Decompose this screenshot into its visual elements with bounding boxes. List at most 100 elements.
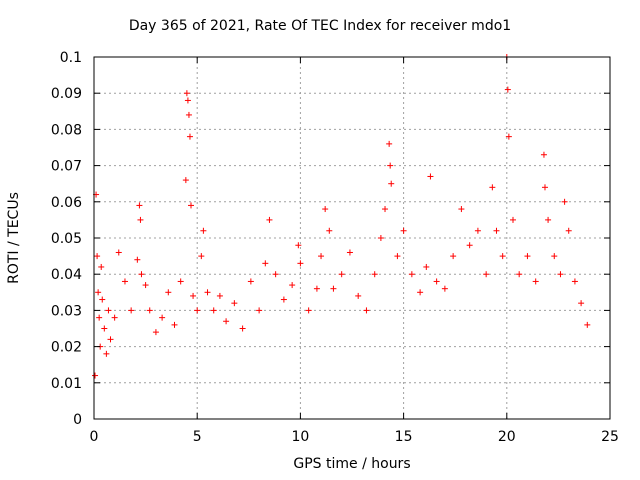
- data-point: [137, 216, 144, 223]
- y-tick-label: 0.1: [60, 50, 82, 66]
- y-tick-label: 0: [73, 412, 82, 428]
- data-point: [355, 292, 362, 299]
- data-point: [134, 256, 141, 263]
- x-tick-label: 25: [601, 429, 619, 445]
- data-point: [305, 307, 312, 314]
- y-tick-label: 0.02: [51, 340, 82, 356]
- data-point: [188, 202, 195, 209]
- data-point: [423, 263, 430, 270]
- data-point: [295, 242, 302, 249]
- x-axis-label: GPS time / hours: [293, 456, 411, 472]
- data-point: [96, 314, 103, 321]
- data-point: [142, 282, 149, 289]
- data-point: [565, 227, 572, 234]
- data-point: [571, 278, 578, 285]
- data-point: [388, 180, 395, 187]
- data-point: [115, 249, 122, 256]
- data-point: [499, 253, 506, 260]
- data-point: [256, 307, 263, 314]
- data-point: [338, 271, 345, 278]
- data-point: [578, 300, 585, 307]
- x-tick-label: 15: [395, 429, 413, 445]
- data-point: [198, 253, 205, 260]
- data-point: [394, 253, 401, 260]
- data-point: [186, 133, 193, 140]
- data-point: [363, 307, 370, 314]
- data-point: [107, 336, 114, 343]
- data-point: [194, 307, 201, 314]
- y-tick-label: 0.08: [51, 122, 82, 138]
- data-point: [557, 271, 564, 278]
- data-points: [92, 54, 591, 379]
- data-point: [159, 314, 166, 321]
- data-point: [272, 271, 279, 278]
- y-tick-label: 0.06: [51, 195, 82, 211]
- data-point: [101, 325, 108, 332]
- x-tick-label: 5: [193, 429, 202, 445]
- data-point: [177, 278, 184, 285]
- data-point: [551, 253, 558, 260]
- axis-ticks: 0 5 10 15 20 25 0 0.01 0.02 0.03 0.04 0.05 0.06 0.07 0…: [51, 50, 619, 445]
- data-point: [441, 285, 448, 292]
- data-point: [458, 206, 465, 213]
- data-point: [474, 227, 481, 234]
- data-point: [247, 278, 254, 285]
- data-point: [185, 111, 192, 118]
- data-point: [427, 173, 434, 180]
- data-point: [387, 162, 394, 169]
- y-tick-label: 0.04: [51, 267, 82, 283]
- data-point: [200, 227, 207, 234]
- data-point: [386, 140, 393, 147]
- data-point: [326, 227, 333, 234]
- x-tick-label: 0: [90, 429, 99, 445]
- y-tick-label: 0.09: [51, 86, 82, 102]
- y-tick-label: 0.01: [51, 376, 82, 392]
- data-point: [183, 90, 190, 97]
- data-point: [95, 289, 102, 296]
- data-point: [182, 177, 189, 184]
- data-point: [483, 271, 490, 278]
- plot-frame: [93, 56, 611, 420]
- y-tick-label: 0.05: [51, 231, 82, 247]
- data-point: [417, 289, 424, 296]
- data-point: [204, 289, 211, 296]
- data-point: [509, 216, 516, 223]
- data-point: [346, 249, 353, 256]
- x-tick-label: 10: [291, 429, 309, 445]
- y-tick-label: 0.07: [51, 159, 82, 175]
- data-point: [297, 260, 304, 267]
- data-point: [128, 307, 135, 314]
- data-point: [450, 253, 457, 260]
- data-point: [505, 133, 512, 140]
- data-point: [105, 307, 112, 314]
- data-point: [103, 350, 110, 357]
- data-point: [433, 278, 440, 285]
- data-point: [504, 86, 511, 93]
- data-point: [171, 321, 178, 328]
- data-point: [561, 198, 568, 205]
- data-point: [382, 206, 389, 213]
- data-point: [377, 235, 384, 241]
- data-point: [584, 321, 591, 328]
- data-point: [408, 271, 415, 278]
- data-point: [322, 206, 329, 213]
- data-point: [98, 263, 105, 270]
- data-point: [524, 253, 531, 260]
- data-point: [121, 278, 128, 285]
- data-point: [371, 271, 378, 278]
- data-point: [489, 184, 496, 191]
- data-point: [540, 151, 547, 158]
- data-point: [313, 285, 320, 292]
- chart-title: Day 365 of 2021, Rate Of TEC Index for r…: [128, 18, 512, 34]
- data-point: [289, 282, 296, 289]
- data-point: [330, 285, 337, 292]
- data-point: [216, 292, 223, 299]
- data-point: [94, 253, 101, 260]
- data-point: [184, 97, 191, 104]
- grid-lines: [94, 57, 610, 419]
- data-point: [99, 296, 106, 303]
- data-point: [516, 271, 523, 278]
- data-point: [493, 227, 500, 234]
- data-point: [138, 271, 145, 278]
- data-point: [532, 278, 539, 285]
